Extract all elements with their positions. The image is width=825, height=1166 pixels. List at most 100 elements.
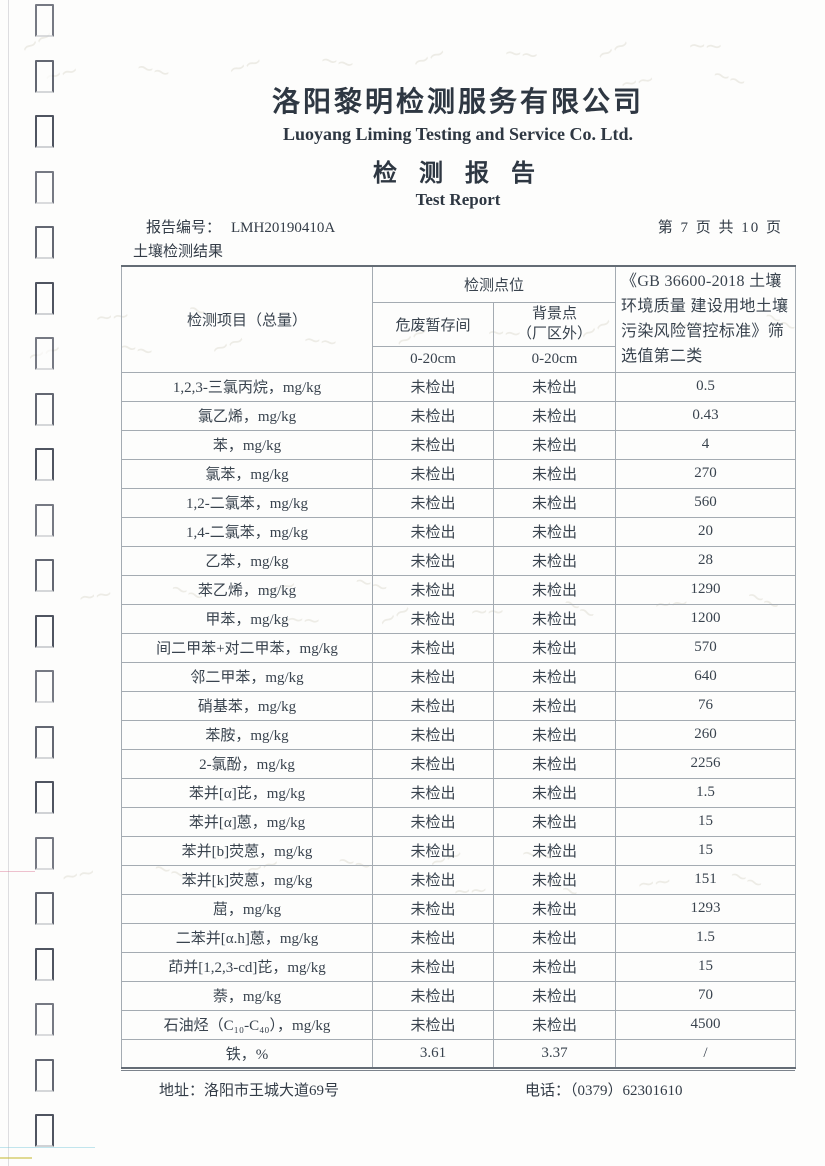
phone-value: （0379）62301610 [570, 1083, 683, 1099]
table-row: 萘，mg/kg 未检出 未检出 70 [121, 980, 797, 1011]
value-cell: 未检出 [492, 1009, 617, 1040]
value-cell: 未检出 [492, 864, 617, 895]
value-cell: 未检出 [372, 661, 494, 692]
item-cell: 萘，mg/kg [121, 980, 373, 1011]
standard-cell: / [615, 1038, 797, 1069]
table-row: 苯并[α]芘，mg/kg 未检出 未检出 1.5 [121, 777, 797, 808]
header-standard-column: 《GB 36600-2018 土壤环境质量 建设用地土壤污染风险管控标准》筛选值… [615, 265, 797, 373]
scan-artifact [0, 1147, 95, 1148]
scan-edge-line [8, 0, 9, 1166]
section-title: 土壤检测结果 [133, 244, 224, 260]
company-name-cn: 洛阳黎明检测服务有限公司 [271, 87, 644, 118]
table-row: 苯并[b]荧蒽，mg/kg 未检出 未检出 15 [121, 835, 797, 866]
value-cell: 未检出 [372, 893, 494, 924]
standard-cell: 640 [615, 661, 797, 692]
footer-phone: 电话：（0379）62301610 [525, 1079, 683, 1100]
item-cell: 苯胺，mg/kg [121, 719, 373, 750]
report-no-value: LMH20190410A [231, 220, 336, 236]
value-cell: 未检出 [372, 545, 494, 576]
standard-cell: 1.5 [615, 777, 797, 808]
value-cell: 未检出 [372, 951, 494, 982]
binding-hole [35, 503, 54, 537]
standard-cell: 70 [615, 980, 797, 1011]
table-row: 1,4-二氯苯，mg/kg 未检出 未检出 20 [121, 516, 797, 547]
standard-cell: 1200 [615, 603, 797, 634]
binding-hole [35, 170, 54, 204]
standard-cell: 15 [615, 806, 797, 837]
table-row: 甲苯，mg/kg 未检出 未检出 1200 [121, 603, 797, 634]
item-cell: 茚并[1,2,3-cd]芘，mg/kg [121, 951, 373, 982]
binding-hole [35, 1003, 54, 1036]
table-row: 苯胺，mg/kg 未检出 未检出 260 [121, 719, 797, 750]
item-cell: 二苯并[α.h]蒽，mg/kg [121, 922, 373, 953]
item-cell: 1,2,3-三氯丙烷，mg/kg [121, 371, 373, 402]
item-cell: 1,2-二氯苯，mg/kg [121, 487, 373, 518]
standard-cell: 1290 [615, 574, 797, 605]
phone-label: 电话： [525, 1083, 571, 1099]
table-row: 1,2-二氯苯，mg/kg 未检出 未检出 560 [121, 487, 797, 518]
standard-cell: 28 [615, 545, 797, 576]
report-content: 洛阳黎明检测服务有限公司 Luoyang Liming Testing and … [121, 0, 797, 1069]
item-cell: 苯，mg/kg [121, 429, 373, 460]
value-cell: 未检出 [372, 922, 494, 953]
header-point-1: 危废暂存间 [372, 301, 494, 347]
item-cell: 间二甲苯+对二甲苯，mg/kg [121, 632, 373, 663]
value-cell: 未检出 [492, 603, 617, 634]
standard-cell: 570 [615, 632, 797, 663]
value-cell: 未检出 [492, 748, 617, 779]
value-cell: 未检出 [372, 487, 494, 518]
binding-hole [35, 115, 54, 148]
value-cell: 未检出 [372, 748, 494, 779]
binding-hole [35, 892, 54, 925]
value-cell: 未检出 [492, 806, 617, 837]
scan-artifact [0, 871, 35, 872]
value-cell: 未检出 [492, 458, 617, 489]
value-cell: 未检出 [492, 719, 617, 750]
address-label: 地址： [159, 1083, 205, 1099]
value-cell: 未检出 [372, 632, 494, 663]
address-value: 洛阳市王城大道69号 [204, 1083, 340, 1099]
value-cell: 未检出 [492, 893, 617, 924]
binding-hole [35, 947, 54, 981]
binding-hole [35, 4, 54, 37]
table-row: 氯乙烯，mg/kg 未检出 未检出 0.43 [121, 400, 797, 431]
scan-artifact [0, 1157, 32, 1159]
item-cell: 甲苯，mg/kg [121, 603, 373, 634]
value-cell: 未检出 [492, 777, 617, 808]
value-cell: 未检出 [372, 690, 494, 721]
standard-cell: 151 [615, 864, 797, 895]
company-name-en: Luoyang Liming Testing and Service Co. L… [282, 124, 634, 144]
standard-cell: 2256 [615, 748, 797, 779]
value-cell: 未检出 [492, 951, 617, 982]
value-cell: 未检出 [372, 371, 494, 402]
value-cell: 未检出 [492, 661, 617, 692]
value-cell: 未检出 [492, 400, 617, 431]
table-row: 1,2,3-三氯丙烷，mg/kg 未检出 未检出 0.5 [121, 371, 797, 402]
table-row: 铁，% 3.61 3.37/ [121, 1038, 797, 1069]
standard-cell: 260 [615, 719, 797, 750]
value-cell: 3.61 [372, 1038, 494, 1069]
table-row: 硝基苯，mg/kg 未检出 未检出 76 [121, 690, 797, 721]
value-cell: 未检出 [372, 864, 494, 895]
item-cell: 1,4-二氯苯，mg/kg [121, 516, 373, 547]
item-cell: 苯并[k]荧蒽，mg/kg [121, 864, 373, 895]
binding-hole [35, 281, 54, 315]
table-row: 苯乙烯，mg/kg 未检出 未检出 1290 [121, 574, 797, 605]
standard-cell: 0.43 [615, 400, 797, 431]
value-cell: 3.37 [492, 1038, 617, 1069]
table-row: 氯苯，mg/kg 未检出 未检出 270 [121, 458, 797, 489]
value-cell: 未检出 [372, 806, 494, 837]
value-cell: 未检出 [492, 574, 617, 605]
standard-cell: 20 [615, 516, 797, 547]
value-cell: 未检出 [492, 632, 617, 663]
report-title-en: Test Report [415, 190, 501, 209]
header-item-column: 检测项目（总量） [121, 265, 373, 373]
table-row: 邻二甲苯，mg/kg 未检出 未检出 640 [121, 661, 797, 692]
results-table: 检测项目（总量） 检测点位 《GB 36600-2018 土壤环境质量 建设用地… [121, 265, 797, 1069]
footer-address: 地址：洛阳市王城大道69号 [159, 1079, 339, 1100]
header-depth-1: 0-20cm [372, 345, 494, 373]
standard-cell: 1.5 [615, 922, 797, 953]
value-cell: 未检出 [372, 719, 494, 750]
standard-cell: 76 [615, 690, 797, 721]
standard-cell: 1293 [615, 893, 797, 924]
